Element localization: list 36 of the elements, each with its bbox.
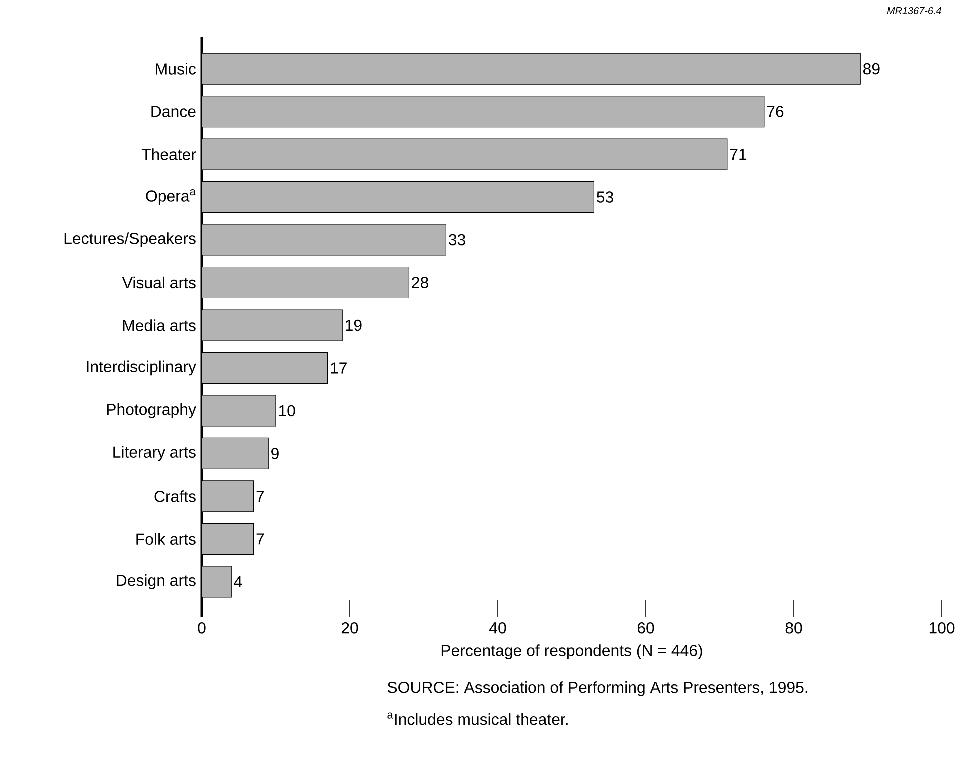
- y-tick-label: Lectures/Speakers: [64, 232, 196, 248]
- x-tick-label: 80: [786, 622, 802, 634]
- data-label: 7: [256, 534, 264, 545]
- data-label: 10: [279, 405, 296, 417]
- x-tick-label: 20: [342, 622, 358, 634]
- x-tick-label: 100: [930, 622, 955, 634]
- y-tick-label: Photography: [107, 404, 196, 418]
- y-tick-label: Media arts: [123, 320, 196, 332]
- x-axis-title: Percentage of respondents (N = 446): [442, 644, 702, 660]
- y-tick-label: Crafts: [154, 490, 196, 502]
- data-label: 17: [331, 362, 347, 374]
- text: MR1367-6.4: [887, 7, 942, 15]
- x-tick-label: 40: [490, 622, 506, 634]
- x-tick-label: 60: [638, 622, 654, 634]
- x-tick-label: 0: [198, 622, 206, 634]
- y-tick-label: Literary arts: [114, 446, 196, 462]
- y-tick-label: Opera$^{a}$: [146, 189, 196, 206]
- y-tick-label: Theater: [142, 148, 196, 160]
- source-note: SOURCE: Association of Performing Arts Presenters, 1995.: [388, 682, 808, 696]
- data-label: 33: [449, 234, 466, 246]
- y-tick-label: Visual arts: [122, 276, 196, 289]
- text: $^{a}$Includes musical theater.: [388, 712, 568, 726]
- data-label: 9: [272, 448, 279, 460]
- data-label: 76: [767, 106, 784, 118]
- data-label: 4: [234, 576, 242, 588]
- y-tick-label: Dance: [152, 106, 196, 118]
- y-tick-label: Music: [156, 63, 196, 75]
- data-label: 53: [597, 192, 614, 203]
- y-tick-label: Design arts: [117, 574, 196, 590]
- data-label: 89: [864, 63, 880, 75]
- data-label: 28: [412, 277, 428, 288]
- data-label: 71: [730, 149, 747, 160]
- data-label: 7: [256, 490, 264, 502]
- y-tick-label: Interdisciplinary: [87, 360, 196, 376]
- data-label: 19: [346, 320, 362, 332]
- y-tick-label: Folk arts: [136, 533, 196, 546]
